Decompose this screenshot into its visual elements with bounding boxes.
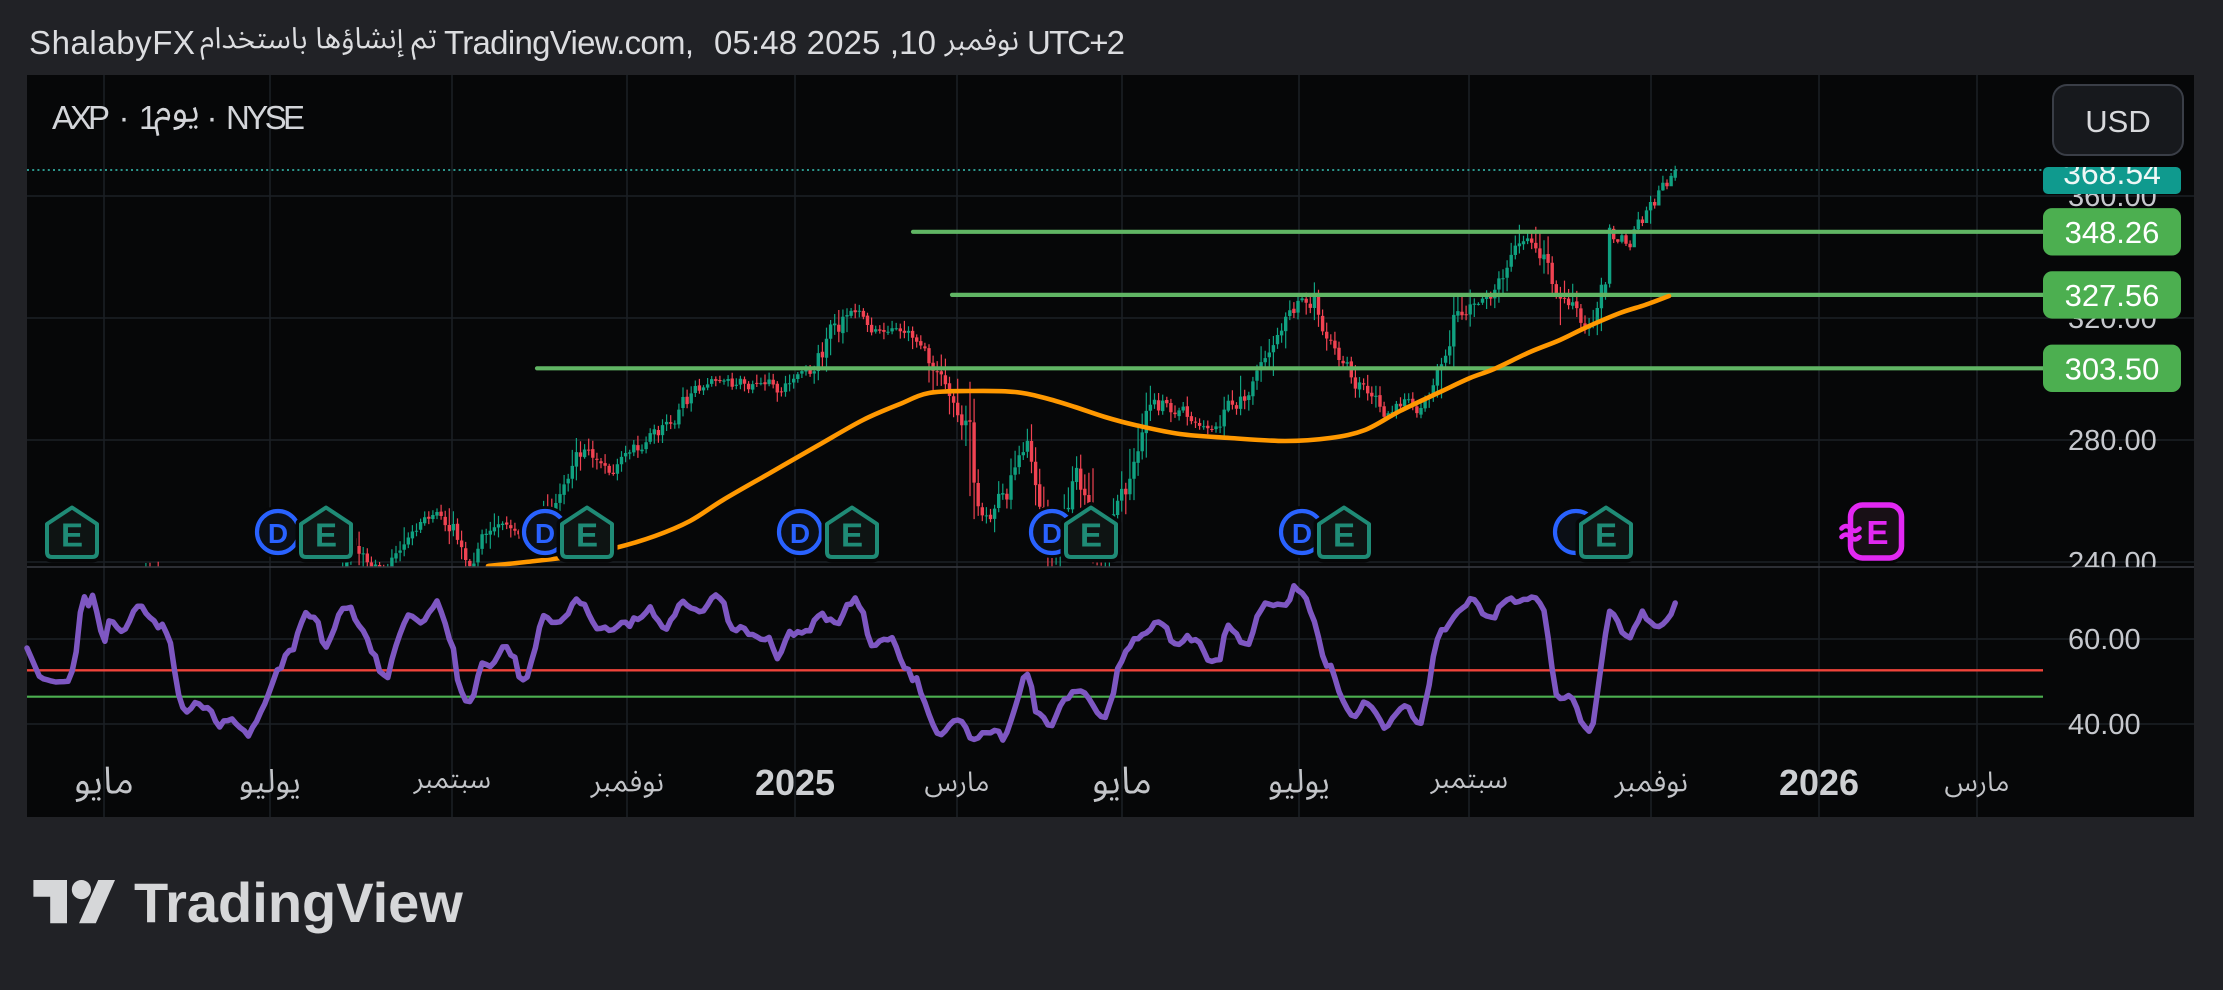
- svg-text:2025: 2025: [755, 762, 835, 803]
- svg-text:E: E: [1333, 517, 1355, 554]
- svg-text:E: E: [841, 517, 863, 554]
- svg-text:AXP: AXP: [52, 99, 110, 136]
- svg-text:1: 1: [139, 99, 157, 136]
- svg-text:USD: USD: [2085, 104, 2150, 139]
- svg-text:D: D: [1292, 518, 1312, 549]
- svg-text:E: E: [315, 517, 337, 554]
- svg-text:UTC+2: UTC+2: [1027, 24, 1125, 61]
- svg-text:303.50: 303.50: [2065, 351, 2160, 386]
- svg-text:·: ·: [207, 99, 218, 136]
- svg-text:D: D: [790, 518, 810, 549]
- svg-text:E: E: [61, 517, 83, 554]
- svg-text:E: E: [576, 517, 598, 554]
- svg-text:327.56: 327.56: [2065, 278, 2160, 313]
- svg-text:40.00: 40.00: [2068, 709, 2141, 741]
- svg-text:60.00: 60.00: [2068, 624, 2141, 656]
- svg-text:TradingView: TradingView: [134, 871, 463, 934]
- svg-text:E: E: [1595, 517, 1617, 554]
- svg-text:05:48 2025 ,10: 05:48 2025 ,10: [714, 24, 936, 61]
- svg-text:E: E: [1080, 517, 1102, 554]
- svg-text:348.26: 348.26: [2065, 215, 2160, 250]
- svg-text:D: D: [1042, 518, 1062, 549]
- svg-text:280.00: 280.00: [2068, 425, 2157, 457]
- svg-text:NYSE: NYSE: [226, 99, 305, 136]
- svg-text:D: D: [268, 518, 288, 549]
- svg-text:TradingView.com,: TradingView.com,: [444, 24, 694, 61]
- svg-text:D: D: [535, 518, 555, 549]
- svg-text:·: ·: [119, 99, 130, 136]
- svg-text:ShalabyFX: ShalabyFX: [29, 24, 195, 61]
- svg-text:240.00: 240.00: [2068, 547, 2157, 579]
- svg-text:2026: 2026: [1779, 762, 1859, 803]
- svg-text:E: E: [1866, 514, 1888, 551]
- svg-text:368.54: 368.54: [2063, 155, 2161, 191]
